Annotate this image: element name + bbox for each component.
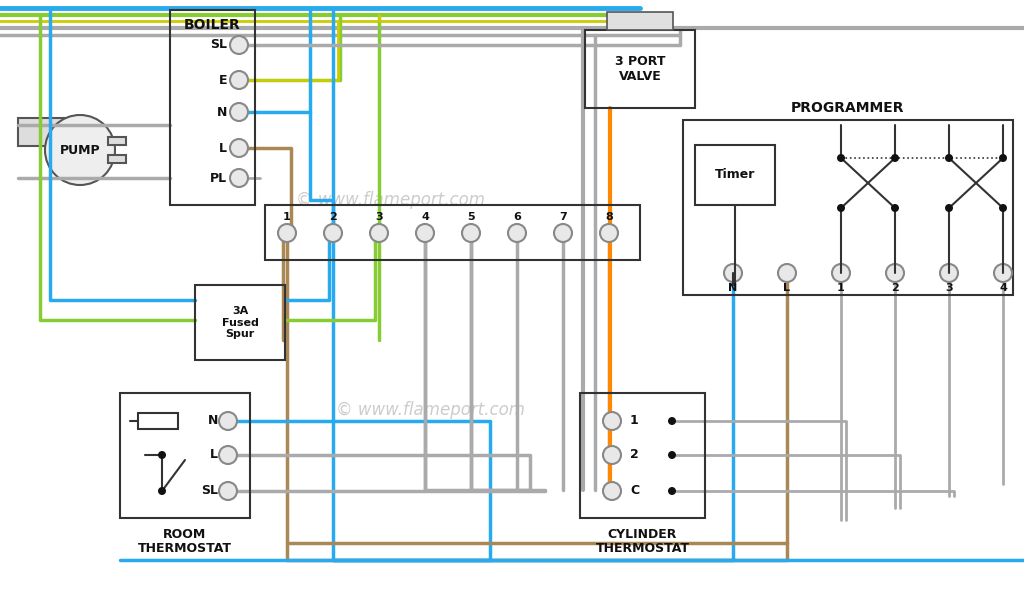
Text: L: L — [783, 283, 791, 293]
Text: 1: 1 — [630, 415, 639, 428]
Circle shape — [554, 224, 572, 242]
Circle shape — [603, 446, 621, 464]
Circle shape — [603, 482, 621, 500]
Text: 4: 4 — [421, 212, 429, 222]
Circle shape — [462, 224, 480, 242]
Circle shape — [219, 446, 237, 464]
Text: 3: 3 — [375, 212, 383, 222]
Text: PL: PL — [210, 172, 227, 185]
Text: N: N — [208, 415, 218, 428]
Bar — [683, 120, 1013, 295]
Text: 2: 2 — [329, 212, 337, 222]
Circle shape — [891, 204, 899, 212]
Text: SL: SL — [201, 484, 218, 497]
Text: THERMOSTAT: THERMOSTAT — [138, 542, 232, 555]
Text: 1: 1 — [838, 283, 845, 293]
Circle shape — [891, 154, 899, 162]
Circle shape — [508, 224, 526, 242]
Circle shape — [945, 204, 953, 212]
Circle shape — [230, 169, 248, 187]
Text: 7: 7 — [559, 212, 567, 222]
Text: 2: 2 — [630, 448, 639, 461]
Bar — [607, 12, 673, 30]
Text: E: E — [218, 74, 227, 87]
Circle shape — [278, 224, 296, 242]
Circle shape — [831, 264, 850, 282]
Text: L: L — [210, 448, 218, 461]
Circle shape — [994, 264, 1012, 282]
Circle shape — [999, 204, 1007, 212]
Circle shape — [158, 451, 166, 459]
Bar — [585, 30, 695, 108]
Bar — [18, 118, 73, 146]
Text: N: N — [728, 283, 737, 293]
Circle shape — [600, 224, 618, 242]
Text: C: C — [630, 484, 639, 497]
Bar — [695, 145, 775, 205]
Text: PUMP: PUMP — [59, 143, 100, 156]
Text: © www.flameport.com: © www.flameport.com — [296, 191, 484, 209]
Circle shape — [45, 115, 115, 185]
Circle shape — [940, 264, 958, 282]
Circle shape — [668, 451, 676, 459]
Text: L: L — [219, 142, 227, 155]
Circle shape — [668, 487, 676, 495]
Text: 2: 2 — [891, 283, 899, 293]
Text: 5: 5 — [467, 212, 475, 222]
Text: 1: 1 — [283, 212, 291, 222]
Text: CYLINDER: CYLINDER — [608, 527, 677, 540]
Circle shape — [837, 204, 845, 212]
Circle shape — [230, 139, 248, 157]
Circle shape — [778, 264, 796, 282]
Text: THERMOSTAT: THERMOSTAT — [596, 542, 689, 555]
Circle shape — [370, 224, 388, 242]
Text: ROOM: ROOM — [164, 527, 207, 540]
Text: 3A
Fused
Spur: 3A Fused Spur — [221, 306, 258, 339]
Circle shape — [999, 154, 1007, 162]
Circle shape — [230, 36, 248, 54]
Text: © www.flameport.com: © www.flameport.com — [336, 401, 524, 419]
Circle shape — [724, 264, 742, 282]
Text: 4: 4 — [999, 283, 1007, 293]
Text: BOILER: BOILER — [184, 18, 241, 32]
Bar — [580, 393, 705, 518]
Circle shape — [837, 154, 845, 162]
Text: PROGRAMMER: PROGRAMMER — [792, 101, 905, 115]
Circle shape — [603, 412, 621, 430]
Text: N: N — [217, 106, 227, 119]
Circle shape — [324, 224, 342, 242]
Circle shape — [158, 487, 166, 495]
Bar — [108, 155, 126, 163]
Bar — [265, 205, 640, 260]
Bar — [120, 393, 250, 518]
Circle shape — [219, 412, 237, 430]
Text: Timer: Timer — [715, 169, 755, 182]
Text: 3 PORT
VALVE: 3 PORT VALVE — [614, 55, 666, 83]
Circle shape — [945, 154, 953, 162]
Text: 8: 8 — [605, 212, 613, 222]
Circle shape — [230, 103, 248, 121]
Text: 6: 6 — [513, 212, 521, 222]
Circle shape — [230, 71, 248, 89]
Circle shape — [416, 224, 434, 242]
Bar — [170, 10, 255, 205]
Text: SL: SL — [210, 38, 227, 51]
Bar — [138, 413, 178, 429]
Bar — [108, 137, 126, 145]
Circle shape — [219, 482, 237, 500]
Text: 3: 3 — [945, 283, 952, 293]
Circle shape — [886, 264, 904, 282]
Bar — [195, 285, 285, 360]
Circle shape — [668, 417, 676, 425]
